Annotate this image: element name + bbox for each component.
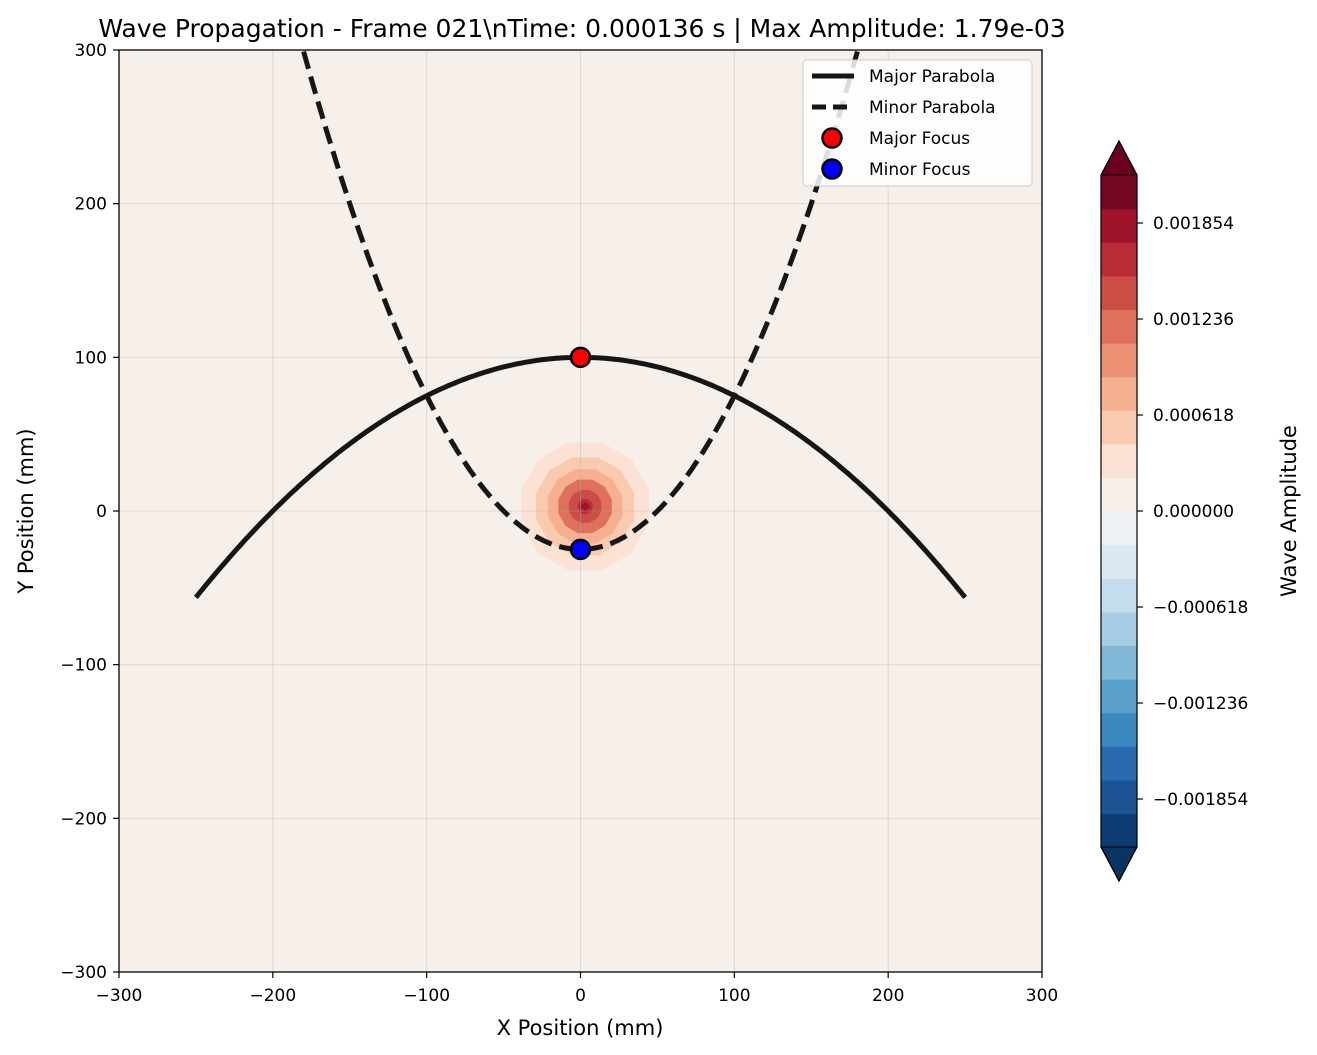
minor-parabola-line [301, 50, 860, 552]
colorbar-level-0 [1101, 813, 1137, 848]
colorbar-level-5 [1101, 645, 1137, 680]
colorbar-level-1 [1101, 779, 1137, 814]
focus-points [569, 346, 592, 561]
y-axis-ticks: −300 −200 −100 0 100 200 300 [60, 41, 119, 983]
y-tick-label: −300 [60, 963, 107, 983]
colorbar-outline [1100, 139, 1138, 883]
colorbar-level-9 [1101, 511, 1137, 546]
colorbar-level-2 [1101, 746, 1137, 781]
colorbar-level-19 [1101, 175, 1137, 210]
colorbar-tick-label: −0.001236 [1153, 694, 1248, 714]
y-tick-label: −100 [60, 656, 107, 676]
colorbar-level-7 [1101, 578, 1137, 613]
colorbar-tick-label: 0.001854 [1153, 214, 1234, 234]
legend-label-1: Minor Parabola [869, 98, 996, 118]
x-tick-label: 0 [575, 986, 586, 1006]
legend-label-3: Minor Focus [869, 160, 971, 180]
colorbar-level-4 [1101, 679, 1137, 714]
y-tick-label: 0 [96, 502, 107, 522]
wave-field [326, 248, 844, 765]
y-tick-label: 100 [75, 348, 107, 368]
colorbar-tick-label: 0.000000 [1153, 502, 1234, 522]
colorbar-level-3 [1101, 712, 1137, 747]
x-tick-label: −100 [403, 986, 450, 1006]
legend-box [802, 59, 1033, 187]
x-tick-label: 300 [1026, 986, 1058, 1006]
legend-swatch-3 [821, 158, 843, 180]
plot-area [118, 49, 1043, 973]
colorbar-tick-label: 0.000618 [1153, 406, 1234, 426]
colorbar-level-10 [1101, 477, 1137, 512]
x-tick-label: 100 [718, 986, 750, 1006]
legend-swatch-2 [821, 127, 843, 149]
colorbar-label: Wave Amplitude [1277, 425, 1301, 597]
x-axis-ticks: −300 −200 −100 0 100 200 300 [96, 972, 1058, 1006]
colorbar-level-6 [1101, 611, 1137, 646]
x-tick-label: −300 [96, 986, 143, 1006]
y-axis-label: Y Position (mm) [14, 428, 38, 594]
minor-focus-marker [569, 538, 592, 561]
legend: Major Parabola Minor Parabola Major Focus M… [802, 59, 1033, 187]
colorbar-tick-label: −0.000618 [1153, 598, 1248, 618]
colorbar-tick-label: 0.001236 [1153, 310, 1234, 330]
colorbar-level-16 [1101, 275, 1137, 310]
y-tick-label: −200 [60, 809, 107, 829]
y-tick-label: 300 [75, 41, 107, 61]
colorbar-level-8 [1101, 544, 1137, 579]
legend-label-0: Major Parabola [869, 67, 995, 87]
colorbar-level-18 [1101, 208, 1137, 243]
colorbar-extend-low [1100, 846, 1138, 883]
colorbar-level-14 [1101, 343, 1137, 378]
x-axis-label: X Position (mm) [497, 1016, 664, 1040]
colorbar: −0.001854 −0.001236 −0.000618 0.000000 0.000… [1100, 139, 1301, 883]
colorbar-level-17 [1101, 242, 1137, 277]
y-tick-label: 200 [75, 195, 107, 215]
colorbar-level-13 [1101, 376, 1137, 411]
x-tick-label: −200 [249, 986, 296, 1006]
x-tick-label: 200 [872, 986, 904, 1006]
wave-field-peak [580, 501, 591, 512]
colorbar-extend-high [1100, 139, 1138, 176]
colorbar-level-15 [1101, 309, 1137, 344]
chart-title: Wave Propagation - Frame 021\nTime: 0.00… [98, 14, 1065, 43]
colorbar-tick-label: −0.001854 [1153, 790, 1248, 810]
legend-label-2: Major Focus [869, 129, 970, 149]
major-focus-marker [569, 346, 592, 369]
colorbar-level-12 [1101, 410, 1137, 445]
colorbar-level-11 [1101, 443, 1137, 478]
